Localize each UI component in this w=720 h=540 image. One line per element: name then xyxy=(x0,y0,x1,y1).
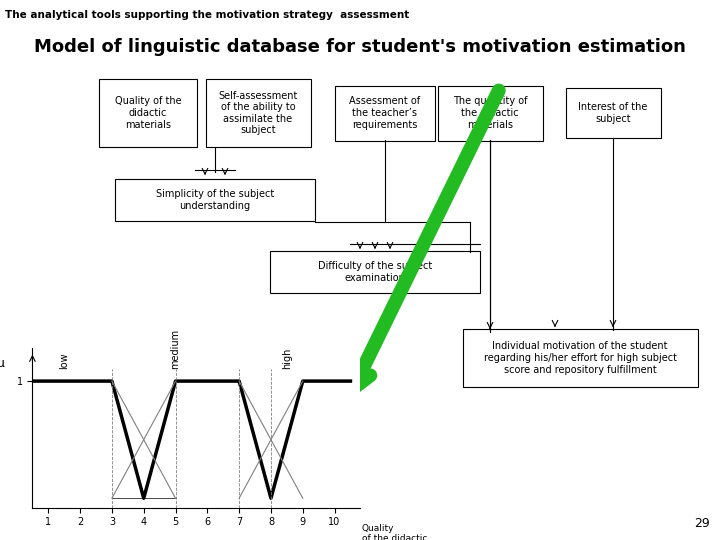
Text: μ: μ xyxy=(0,357,4,370)
Text: Simplicity of the subject
understanding: Simplicity of the subject understanding xyxy=(156,189,274,211)
Bar xyxy=(335,85,435,140)
Text: low: low xyxy=(59,353,69,369)
Bar xyxy=(99,79,197,147)
Text: Individual motivation of the student
regarding his/her effort for high subject
s: Individual motivation of the student reg… xyxy=(484,341,677,375)
Bar xyxy=(462,329,698,387)
Text: Quality
of the didactic
materials: Quality of the didactic materials xyxy=(361,524,427,540)
Bar xyxy=(565,88,660,138)
Text: Difficulty of the subject
examination: Difficulty of the subject examination xyxy=(318,261,432,283)
Text: 29: 29 xyxy=(694,517,710,530)
Text: Model of linguistic database for student's motivation estimation: Model of linguistic database for student… xyxy=(34,38,686,56)
Text: medium: medium xyxy=(171,329,181,369)
Text: high: high xyxy=(282,348,292,369)
Text: Assessment of
the teacher’s
requirements: Assessment of the teacher’s requirements xyxy=(349,97,420,130)
Bar xyxy=(205,79,310,147)
Text: Interest of the
subject: Interest of the subject xyxy=(578,102,648,124)
Bar xyxy=(270,251,480,293)
Bar xyxy=(115,179,315,221)
Text: Self-assessment
of the ability to
assimilate the
subject: Self-assessment of the ability to assimi… xyxy=(218,91,297,136)
Bar xyxy=(438,85,542,140)
Text: The analytical tools supporting the motivation strategy  assessment: The analytical tools supporting the moti… xyxy=(5,10,409,20)
Text: The quantity of
the didactic
materials: The quantity of the didactic materials xyxy=(453,97,527,130)
Text: Quality of the
didactic
materials: Quality of the didactic materials xyxy=(114,97,181,130)
